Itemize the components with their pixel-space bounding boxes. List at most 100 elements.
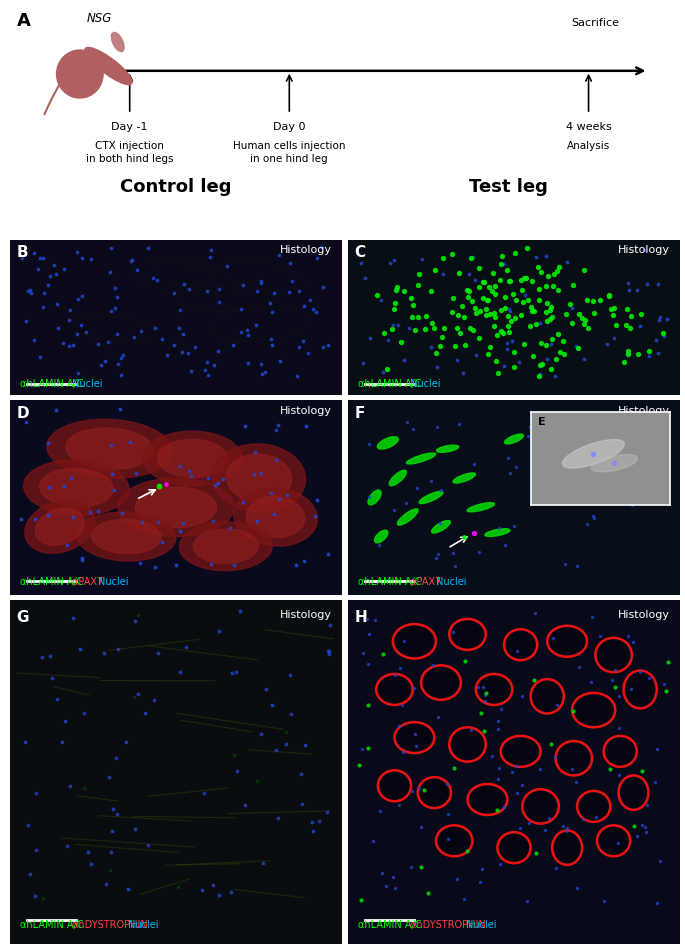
Point bbox=[308, 823, 319, 838]
Point bbox=[636, 818, 647, 833]
Point bbox=[377, 866, 388, 881]
Point bbox=[475, 874, 486, 889]
Ellipse shape bbox=[505, 434, 523, 444]
Ellipse shape bbox=[500, 835, 527, 860]
Point bbox=[652, 277, 663, 292]
Point bbox=[549, 750, 560, 765]
Point bbox=[277, 609, 288, 624]
Ellipse shape bbox=[479, 677, 509, 702]
Point bbox=[604, 289, 615, 304]
Point bbox=[204, 249, 215, 264]
Point bbox=[105, 844, 116, 859]
Point bbox=[38, 299, 49, 314]
Point bbox=[284, 667, 295, 683]
Point bbox=[75, 318, 86, 333]
Text: A: A bbox=[16, 11, 31, 29]
Point bbox=[185, 363, 196, 379]
Point bbox=[265, 295, 276, 311]
Point bbox=[129, 329, 140, 345]
Point bbox=[34, 250, 45, 265]
Point bbox=[523, 429, 534, 444]
Point bbox=[172, 880, 183, 895]
Ellipse shape bbox=[398, 725, 431, 750]
Point bbox=[38, 890, 49, 905]
Point bbox=[408, 681, 419, 696]
Point bbox=[588, 294, 599, 309]
Point bbox=[610, 318, 621, 333]
Ellipse shape bbox=[66, 428, 153, 469]
Point bbox=[388, 502, 399, 517]
Point bbox=[581, 293, 592, 308]
Point bbox=[152, 273, 163, 288]
Point bbox=[541, 304, 552, 319]
Point bbox=[475, 705, 486, 720]
Point bbox=[180, 639, 191, 654]
Point bbox=[121, 734, 132, 750]
Point bbox=[506, 765, 517, 780]
Point bbox=[566, 300, 577, 315]
Point bbox=[394, 660, 405, 675]
Point bbox=[541, 295, 552, 311]
Point bbox=[500, 300, 511, 315]
Point bbox=[503, 325, 514, 340]
Text: 4 weeks: 4 weeks bbox=[566, 122, 612, 132]
Point bbox=[613, 688, 624, 703]
Point bbox=[23, 818, 34, 833]
Point bbox=[311, 251, 322, 266]
Point bbox=[362, 656, 373, 671]
Point bbox=[353, 758, 364, 773]
Point bbox=[625, 438, 636, 453]
Point bbox=[280, 725, 291, 740]
Point bbox=[466, 250, 477, 265]
Point bbox=[558, 333, 569, 348]
Point bbox=[449, 761, 460, 776]
Point bbox=[240, 798, 251, 813]
Point bbox=[374, 803, 385, 818]
Point bbox=[483, 292, 494, 307]
Point bbox=[474, 280, 485, 295]
Point bbox=[29, 245, 40, 261]
Point bbox=[361, 612, 372, 627]
Point bbox=[298, 334, 309, 349]
Point bbox=[502, 318, 513, 333]
Point bbox=[356, 892, 366, 907]
Text: Histology: Histology bbox=[280, 611, 332, 620]
Ellipse shape bbox=[421, 780, 448, 805]
Point bbox=[93, 503, 104, 518]
Point bbox=[510, 245, 521, 261]
Ellipse shape bbox=[534, 683, 561, 711]
Point bbox=[310, 304, 321, 319]
Point bbox=[493, 521, 504, 536]
Point bbox=[621, 301, 632, 316]
Point bbox=[479, 687, 490, 702]
Point bbox=[403, 320, 414, 335]
Point bbox=[86, 251, 97, 266]
Point bbox=[495, 272, 506, 287]
Ellipse shape bbox=[397, 509, 418, 525]
Point bbox=[426, 284, 437, 299]
Point bbox=[378, 647, 389, 662]
Point bbox=[623, 282, 634, 297]
Point bbox=[460, 653, 471, 668]
Point bbox=[68, 611, 79, 626]
Point bbox=[129, 821, 140, 836]
Point bbox=[549, 368, 560, 383]
Point bbox=[618, 354, 629, 369]
Point bbox=[468, 323, 479, 338]
Point bbox=[535, 315, 546, 330]
Point bbox=[201, 284, 212, 299]
Point bbox=[21, 414, 32, 430]
Point bbox=[266, 698, 277, 713]
Point bbox=[382, 362, 393, 377]
Point bbox=[443, 807, 454, 822]
Point bbox=[183, 346, 194, 361]
Point bbox=[551, 351, 562, 366]
Point bbox=[544, 312, 555, 327]
Point bbox=[542, 313, 553, 329]
Point bbox=[148, 693, 159, 708]
Point bbox=[407, 297, 418, 312]
Point bbox=[178, 277, 189, 292]
Point bbox=[175, 524, 186, 539]
Point bbox=[467, 249, 478, 264]
Ellipse shape bbox=[25, 500, 95, 553]
